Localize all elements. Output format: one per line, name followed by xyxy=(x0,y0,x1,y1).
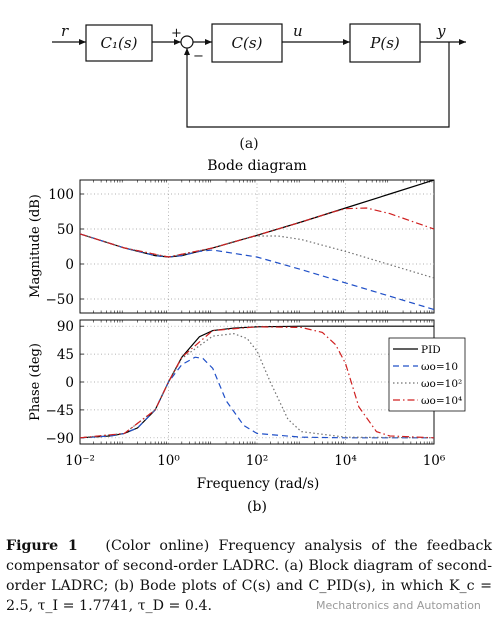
figure-caption: Figure 1 (Color online) Frequency analys… xyxy=(6,536,492,616)
phase-ytick-label: 45 xyxy=(57,347,74,363)
frequency-xlabel: Frequency (rad/s) xyxy=(197,476,319,492)
magnitude-series-1 xyxy=(80,233,434,311)
frequency-ticks: 10⁻² 10⁰ 10² 10⁴ 10⁶ xyxy=(65,453,446,469)
plus-sign: + xyxy=(171,26,182,41)
phase-plot: −90 −45 0 45 90 Phase (deg) 10⁻² 10⁰ 10² 10⁴ 10⁶… xyxy=(28,319,446,492)
phase-ytick-label: 0 xyxy=(65,375,74,391)
frequency-tick-label: 10⁻² xyxy=(65,453,95,469)
magnitude-series-3 xyxy=(80,207,434,258)
phase-ytick-label: 90 xyxy=(57,319,74,335)
legend-label-0: PID xyxy=(421,344,441,356)
frequency-tick-label: 10⁰ xyxy=(157,453,180,469)
magnitude-series xyxy=(80,180,434,311)
phase-ytick-label: −45 xyxy=(46,403,75,419)
phase-series xyxy=(80,325,434,439)
block-c1-label: C₁(s) xyxy=(101,34,138,52)
phase-series-3 xyxy=(80,326,434,439)
legend-label-1: ωo=10 xyxy=(421,361,458,373)
bode-title: Bode diagram xyxy=(207,158,306,174)
magnitude-grid xyxy=(80,180,434,313)
watermark: Mechatronics and Automation xyxy=(316,599,481,612)
block-p-label: P(s) xyxy=(369,34,400,52)
signal-u-label: u xyxy=(293,22,303,40)
magnitude-ytick-label: 0 xyxy=(65,257,74,273)
block-p xyxy=(349,23,421,63)
phase-ylabel: Phase (deg) xyxy=(28,343,43,421)
frequency-tick-label: 10² xyxy=(246,453,269,469)
legend-label-2: ωo=10² xyxy=(421,378,462,390)
signal-r-label: r xyxy=(61,22,69,40)
block-c1 xyxy=(85,24,153,62)
minus-sign: − xyxy=(193,49,204,64)
phase-grid xyxy=(80,320,434,444)
summing-junction xyxy=(180,35,194,49)
phase-ticks: −90 −45 0 45 90 xyxy=(46,319,433,447)
frequency-tick-label: 10⁶ xyxy=(423,453,446,469)
legend-label-3: ωo=10⁴ xyxy=(421,395,462,407)
legend: PID ωo=10 ωo=10² ωo=10⁴ xyxy=(388,337,466,412)
panel-label-b: (b) xyxy=(247,499,267,515)
panel-label-a: (a) xyxy=(239,136,258,152)
signal-y-label: y xyxy=(436,22,446,40)
block-c-label: C(s) xyxy=(232,34,263,52)
magnitude-ytick-label: 50 xyxy=(57,222,74,238)
magnitude-ylabel: Magnitude (dB) xyxy=(28,194,43,298)
feedback-path xyxy=(186,42,450,128)
magnitude-ticks: −50 0 50 100 xyxy=(46,180,433,313)
caption-text: (Color online) Frequency analysis of the… xyxy=(6,538,493,614)
block-c xyxy=(211,23,283,63)
frequency-tick-label: 10⁴ xyxy=(334,453,357,469)
magnitude-plot: −50 0 50 100 Magnitude (dB) xyxy=(28,179,435,314)
magnitude-ytick-label: 100 xyxy=(48,187,74,203)
magnitude-ytick-label: −50 xyxy=(46,292,75,308)
legend-box xyxy=(388,337,466,412)
phase-series-1 xyxy=(80,356,434,439)
phase-ytick-label: −90 xyxy=(46,431,75,447)
caption-label: Figure 1 xyxy=(6,538,78,554)
block-diagram-labels: r C₁(s) + − C(s) u P(s) y (a) xyxy=(61,22,446,152)
block-diagram xyxy=(52,23,466,128)
